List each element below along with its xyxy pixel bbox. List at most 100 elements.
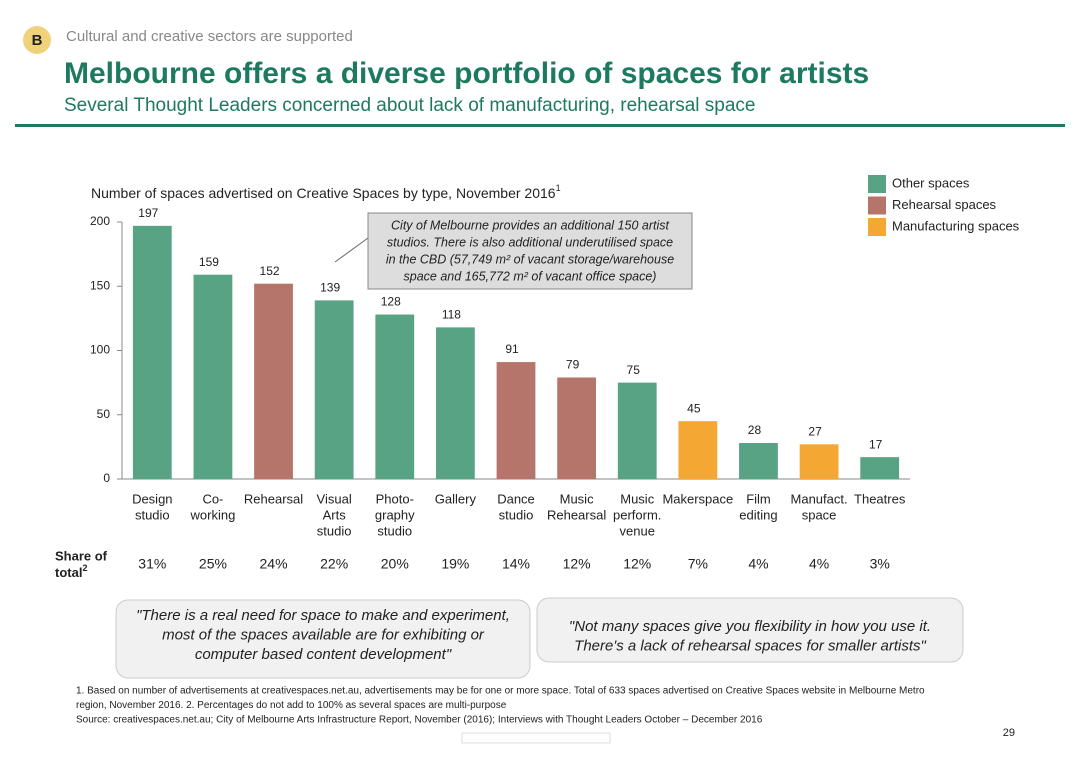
annotation-text: studios. There is also additional underu… — [387, 235, 673, 249]
bar — [678, 421, 718, 479]
x-tick-label: Music — [560, 491, 594, 506]
share-label: 31% — [138, 556, 166, 572]
x-tick-label: graphy — [375, 507, 415, 522]
footnote: Source: creativespaces.net.au; City of M… — [76, 715, 763, 726]
x-tick-label: Manufact. — [791, 491, 848, 506]
chart-title-note: 1 — [556, 183, 561, 193]
annotation-connector — [334, 237, 369, 263]
x-tick-label: Dance — [497, 491, 535, 506]
share-label: 14% — [502, 556, 530, 572]
x-tick-label: Co- — [202, 491, 223, 506]
annotation-box — [367, 212, 693, 290]
x-tick-label: working — [190, 507, 236, 522]
x-tick-label: Arts — [323, 507, 347, 522]
share-title-part: 2 — [82, 563, 87, 573]
share-label: 12% — [623, 556, 651, 572]
quote-bubble — [115, 599, 531, 679]
x-tick-label: Music — [620, 491, 654, 506]
share-label: 12% — [563, 556, 591, 572]
x-tick-label: studio — [135, 507, 170, 522]
share-title-part: total — [55, 565, 82, 580]
kicker: Cultural and creative sectors are suppor… — [66, 28, 353, 45]
title: Melbourne offers a diverse portfolio of … — [64, 57, 869, 90]
footnote: 1. Based on number of advertisements at … — [76, 686, 925, 697]
quote-text: There's a lack of rehearsal spaces for s… — [574, 637, 926, 654]
chart-title: Number of spaces advertised on Creative … — [91, 183, 561, 200]
footnote: region, November 2016. 2. Percentages do… — [76, 700, 507, 711]
x-tick-label: venue — [620, 523, 655, 538]
legend-label: Rehearsal spaces — [892, 197, 997, 212]
bar — [739, 443, 778, 479]
y-tick-label: 100 — [90, 343, 110, 357]
bar — [314, 300, 354, 479]
annotation-text: in the CBD (57,749 m² of vacant storage/… — [386, 252, 674, 266]
x-tick-label: Visual — [317, 491, 352, 506]
share-label: 3% — [870, 556, 890, 572]
legend-label: Manufacturing spaces — [892, 218, 1020, 233]
data-label: 118 — [442, 308, 461, 322]
x-tick-label: Photo- — [376, 491, 414, 506]
data-label: 197 — [138, 206, 158, 220]
data-label: 17 — [869, 437, 883, 451]
x-tick-label: Rehearsal — [244, 491, 303, 506]
annotation-text: space and 165,772 m² of vacant office sp… — [404, 269, 657, 283]
share-label: 22% — [320, 556, 348, 572]
bar — [557, 377, 597, 479]
share-title: Share of — [55, 548, 108, 563]
bar — [617, 382, 657, 479]
bar — [496, 362, 536, 479]
y-tick-label: 50 — [97, 407, 111, 421]
x-tick-label: Gallery — [435, 491, 477, 506]
data-label: 79 — [566, 358, 580, 372]
x-tick-label: Makerspace — [662, 491, 733, 506]
y-tick-label: 0 — [103, 471, 110, 485]
x-tick-label: Film — [746, 491, 771, 506]
y-tick-label: 150 — [90, 278, 110, 292]
page-number: 29 — [1003, 727, 1015, 739]
bar — [193, 274, 233, 479]
share-label: 7% — [688, 556, 708, 572]
legend-swatch — [868, 218, 886, 236]
data-label: 28 — [748, 423, 762, 437]
data-label: 152 — [260, 264, 280, 278]
x-tick-label: studio — [377, 523, 412, 538]
share-label: 4% — [809, 556, 829, 572]
x-tick-label: Theatres — [854, 491, 906, 506]
share-title: total2 — [55, 563, 87, 580]
x-tick-label: Design — [132, 491, 172, 506]
bar — [375, 314, 415, 479]
bar — [435, 327, 475, 479]
quote-text: most of the spaces available are for exh… — [162, 626, 485, 643]
bar — [254, 283, 293, 479]
x-tick-label: editing — [739, 507, 777, 522]
data-label: 128 — [381, 295, 401, 309]
share-label: 25% — [199, 556, 227, 572]
data-label: 91 — [505, 342, 519, 356]
annotation-text: City of Melbourne provides an additional… — [391, 218, 669, 232]
y-tick-label: 200 — [90, 214, 110, 228]
data-label: 75 — [627, 363, 641, 377]
x-tick-label: Rehearsal — [547, 507, 606, 522]
x-tick-label: space — [802, 507, 837, 522]
quote-text: "There is a real need for space to make … — [136, 607, 510, 624]
bar — [799, 444, 839, 479]
share-label: 19% — [441, 556, 469, 572]
placeholder-box — [461, 732, 611, 744]
subtitle: Several Thought Leaders concerned about … — [64, 95, 755, 116]
data-label: 139 — [320, 281, 340, 295]
x-tick-label: studio — [317, 523, 352, 538]
chart-title-text: Number of spaces advertised on Creative … — [91, 185, 556, 201]
x-tick-label: perform. — [613, 507, 661, 522]
x-tick-label: studio — [499, 507, 534, 522]
data-label: 45 — [687, 401, 701, 415]
quote-bubble — [536, 597, 964, 663]
quote-text: "Not many spaces give you flexibility in… — [569, 618, 931, 635]
legend-label: Other spaces — [892, 175, 970, 190]
share-label: 20% — [381, 556, 409, 572]
header-rule — [15, 124, 1065, 127]
bar — [132, 225, 172, 479]
legend-swatch — [868, 175, 886, 193]
share-label: 24% — [260, 556, 288, 572]
data-label: 159 — [199, 255, 219, 269]
